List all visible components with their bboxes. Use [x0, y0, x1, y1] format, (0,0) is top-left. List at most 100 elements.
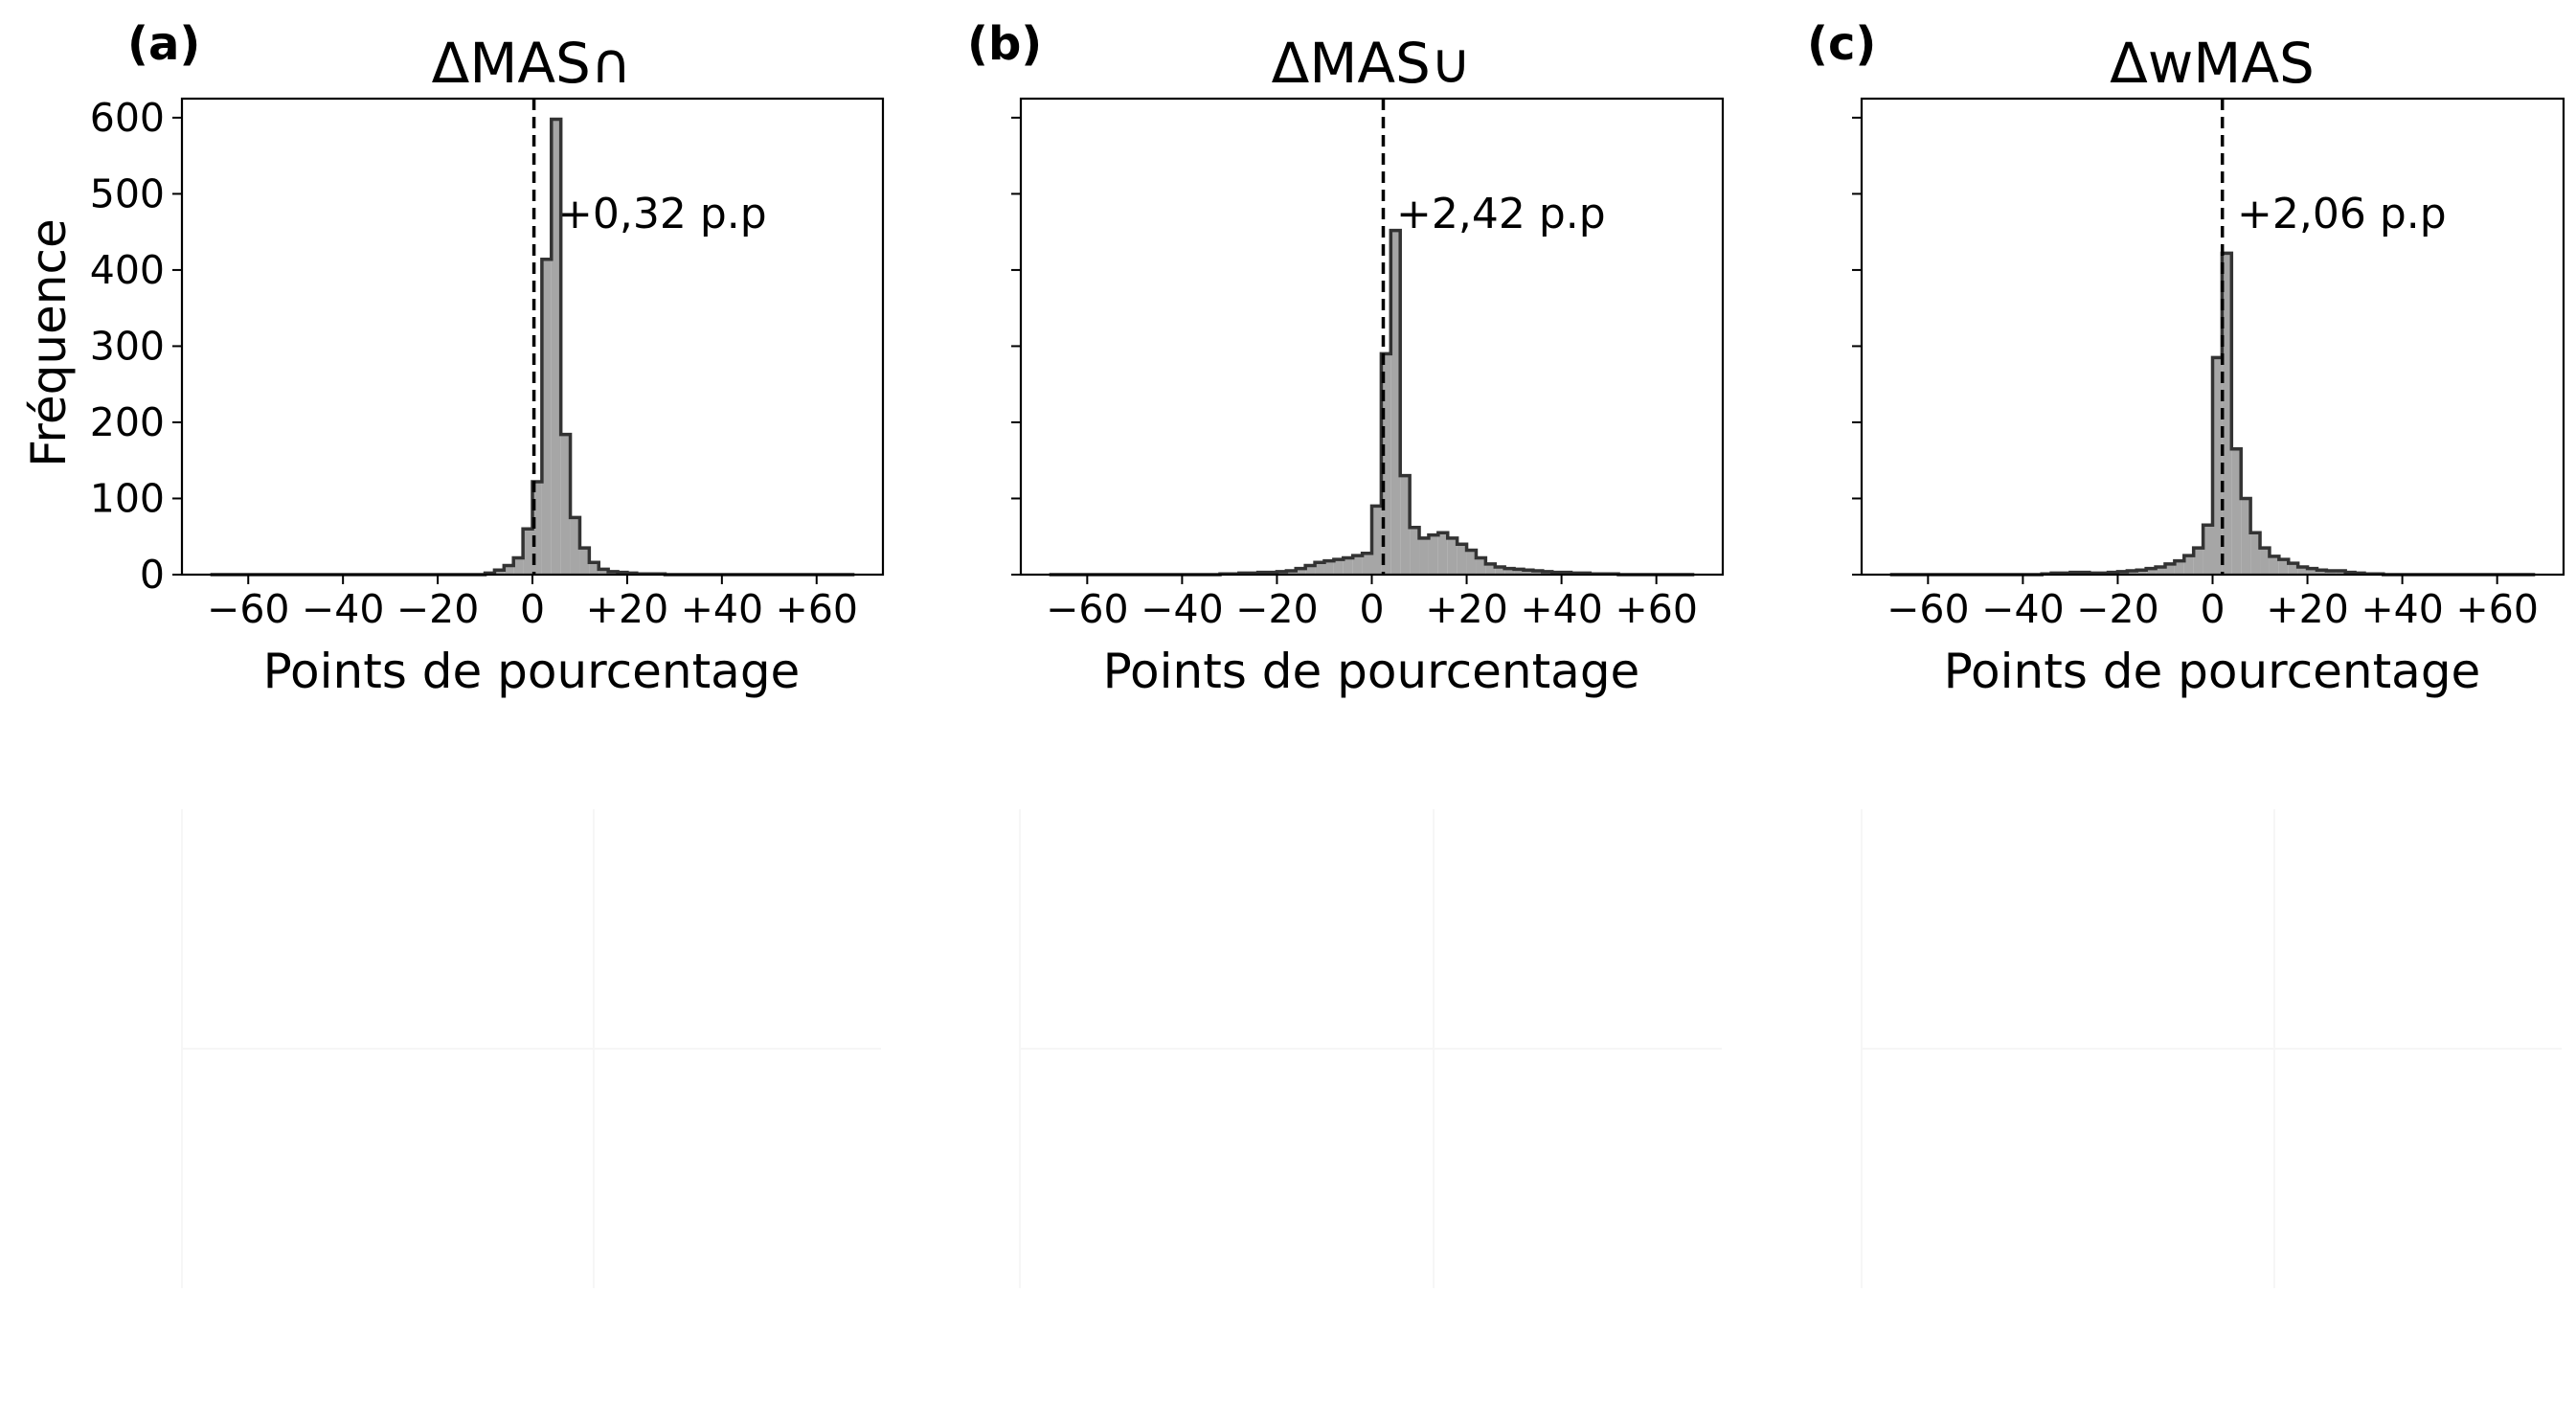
panel-c-bar	[2336, 571, 2346, 575]
panel-b-bar	[1514, 569, 1524, 575]
faint-lower-frame-c	[1862, 809, 2562, 1288]
panel-c-bar	[2183, 555, 2194, 575]
panel-c-bar	[2250, 532, 2261, 575]
panel-a-xtick-label: −60	[207, 586, 290, 632]
panel-b-bar	[1466, 550, 1477, 575]
panel-c-bars	[1889, 99, 2536, 577]
panel-a-bar	[532, 481, 542, 575]
panel-c-bar	[2326, 571, 2337, 575]
panel-c-bar	[2203, 525, 2213, 575]
panel-c-bar	[2260, 548, 2270, 575]
panel-b-bar	[1476, 557, 1486, 575]
panel-c-bar	[2316, 570, 2327, 575]
panel-c-axes: −60 −40 −20 0 +20 +40 +60	[1852, 97, 2565, 632]
panel-a-ytick-label: 500	[90, 170, 165, 216]
panel-c-bar	[2174, 560, 2184, 575]
panel-b-bar	[1296, 568, 1306, 575]
panel-b-xtick-label: +60	[1615, 586, 1698, 632]
panel-b-xtick-label: −20	[1235, 586, 1319, 632]
panel-b-bar	[1381, 353, 1391, 575]
panel-a-ytick-label: 200	[90, 399, 165, 445]
panel-c-outline	[1889, 251, 2536, 577]
panel-c-mean-label: +2,06 p.p	[2237, 190, 2447, 238]
panel-a-bars	[210, 99, 855, 577]
panel-b-bar	[1419, 537, 1429, 575]
panel-b-bar	[1523, 570, 1533, 575]
panel-b-bar	[1371, 506, 1382, 575]
panel-b-bar	[1504, 568, 1515, 575]
panel-a-axes: −60 −40 −20 0 +20 +40 +60 0 100 200 300 400 500 600	[90, 95, 885, 632]
panel-c-xtick-label: +20	[2266, 586, 2349, 632]
panel-c-bar	[2156, 567, 2165, 575]
panel-b-bar	[1352, 555, 1363, 575]
panel-a-title: ΔMAS∩	[432, 31, 632, 96]
panel-b-bar	[1333, 559, 1344, 575]
panel-a-xlabel: Points de pourcentage	[263, 644, 801, 699]
panel-b-bar	[1495, 567, 1505, 575]
panel-b-bar	[1343, 557, 1353, 575]
panel-a-bar	[523, 529, 532, 575]
panel-a-bar	[551, 119, 561, 575]
panel-c-bar	[2307, 568, 2317, 575]
panel-b-bar	[1447, 537, 1457, 575]
panel-a-xtick-label: 0	[520, 586, 545, 632]
panel-a-bar	[570, 517, 580, 575]
panel-b-mean-label: +2,42 p.p	[1396, 190, 1606, 238]
panel-b-bar	[1323, 560, 1334, 575]
panel-c-xtick-label: +60	[2455, 586, 2539, 632]
panel-c-bar	[2136, 570, 2147, 575]
panel-a: (a) ΔMAS∩ Fréquence Points de pourcentag…	[21, 17, 885, 699]
panel-b-bar	[1286, 571, 1297, 575]
panel-b-bar	[1305, 565, 1316, 575]
panel-c-bar	[2297, 567, 2308, 575]
panel-b-xtick-label: 0	[1359, 586, 1384, 632]
panel-a-label: (a)	[127, 17, 200, 71]
panel-b-xtick-label: +40	[1520, 586, 1603, 632]
panel-a-ylabel: Fréquence	[21, 218, 77, 466]
panel-a-ytick-label: 300	[90, 323, 165, 369]
panel-b-bar	[1390, 230, 1401, 576]
panel-b-bar	[1457, 544, 1467, 575]
panel-b-axes: −60 −40 −20 0 +20 +40 +60	[1011, 97, 1725, 632]
panel-c-title: ΔwMAS	[2110, 31, 2315, 96]
panel-a-ytick-label: 100	[90, 475, 165, 521]
panel-b-outline	[1049, 228, 1695, 577]
panel-b-xtick-label: +20	[1425, 586, 1508, 632]
panel-a-bar	[579, 548, 590, 575]
panel-b-bar	[1532, 571, 1543, 575]
faint-lower-frame-a	[182, 809, 881, 1288]
panel-c-xtick-label: +40	[2361, 586, 2444, 632]
panel-c-bar	[2269, 555, 2279, 575]
panel-c: (c) ΔwMAS Points de pourcentage +2,06 p.…	[1807, 17, 2565, 699]
panel-b-bars	[1049, 99, 1695, 577]
panel-a-ytick-label: 400	[90, 247, 165, 293]
panel-c-bar	[2127, 571, 2137, 575]
panel-c-bar	[2288, 563, 2298, 575]
panel-a-bar	[541, 259, 552, 575]
panel-c-bar	[2146, 568, 2157, 575]
panel-c-xlabel: Points de pourcentage	[1944, 644, 2481, 699]
panel-b-bar	[1485, 563, 1496, 575]
panel-a-ytick-label: 600	[90, 95, 165, 141]
panel-b-xtick-label: −60	[1046, 586, 1129, 632]
panel-b-bar	[1410, 527, 1420, 575]
faint-lower-frame-b	[1020, 809, 1722, 1288]
panel-c-bar	[2222, 253, 2232, 575]
panel-c-xtick-label: −20	[2076, 586, 2159, 632]
panel-c-bar	[2164, 563, 2175, 575]
panel-b-label: (b)	[967, 17, 1042, 71]
panel-c-bar	[2278, 559, 2289, 575]
panel-c-bar	[2231, 448, 2242, 575]
panel-a-bar	[504, 565, 514, 575]
panel-b-bar	[1362, 553, 1372, 575]
panel-c-bar	[2193, 548, 2203, 575]
panel-b-bar	[1400, 475, 1411, 575]
panel-b-title: ΔMAS∪	[1272, 31, 1472, 96]
panel-c-xtick-label: −40	[1981, 586, 2065, 632]
panel-a-bar	[513, 557, 524, 575]
panel-b-frame	[1019, 97, 1725, 577]
panel-c-bar	[2241, 498, 2251, 575]
panel-a-bar	[589, 562, 599, 575]
panel-b-bar	[1315, 562, 1324, 575]
